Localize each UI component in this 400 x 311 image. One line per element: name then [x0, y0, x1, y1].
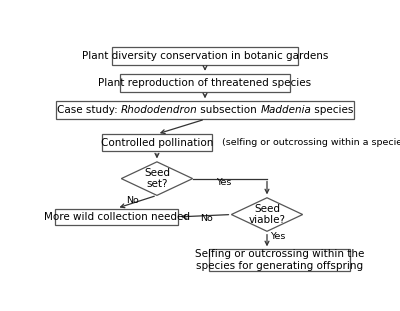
Text: Seed
viable?: Seed viable?	[248, 204, 286, 225]
Text: Case study:: Case study:	[57, 105, 121, 115]
FancyBboxPatch shape	[120, 74, 290, 92]
Text: Selfing or outcrossing within the
species for generating offspring: Selfing or outcrossing within the specie…	[195, 249, 364, 271]
Text: Maddenia: Maddenia	[260, 105, 311, 115]
Text: No: No	[126, 196, 138, 205]
Text: subsection: subsection	[197, 105, 260, 115]
FancyBboxPatch shape	[209, 249, 350, 271]
Text: Plant reproduction of threatened species: Plant reproduction of threatened species	[98, 78, 312, 88]
FancyBboxPatch shape	[102, 134, 212, 151]
Text: (selfing or outcrossing within a species): (selfing or outcrossing within a species…	[222, 138, 400, 147]
Text: More wild collection needed: More wild collection needed	[44, 212, 190, 222]
Polygon shape	[121, 162, 193, 195]
Text: species: species	[311, 105, 354, 115]
Text: Rhododendron: Rhododendron	[121, 105, 197, 115]
FancyBboxPatch shape	[56, 101, 354, 119]
FancyBboxPatch shape	[112, 48, 298, 65]
FancyBboxPatch shape	[56, 209, 178, 225]
Text: Seed
set?: Seed set?	[144, 168, 170, 189]
Text: Plant diversity conservation in botanic gardens: Plant diversity conservation in botanic …	[82, 52, 328, 62]
Text: Yes: Yes	[216, 178, 231, 187]
Text: Controlled pollination: Controlled pollination	[101, 138, 213, 148]
Text: Yes: Yes	[270, 232, 286, 241]
Polygon shape	[231, 198, 303, 231]
Text: No: No	[200, 214, 213, 223]
